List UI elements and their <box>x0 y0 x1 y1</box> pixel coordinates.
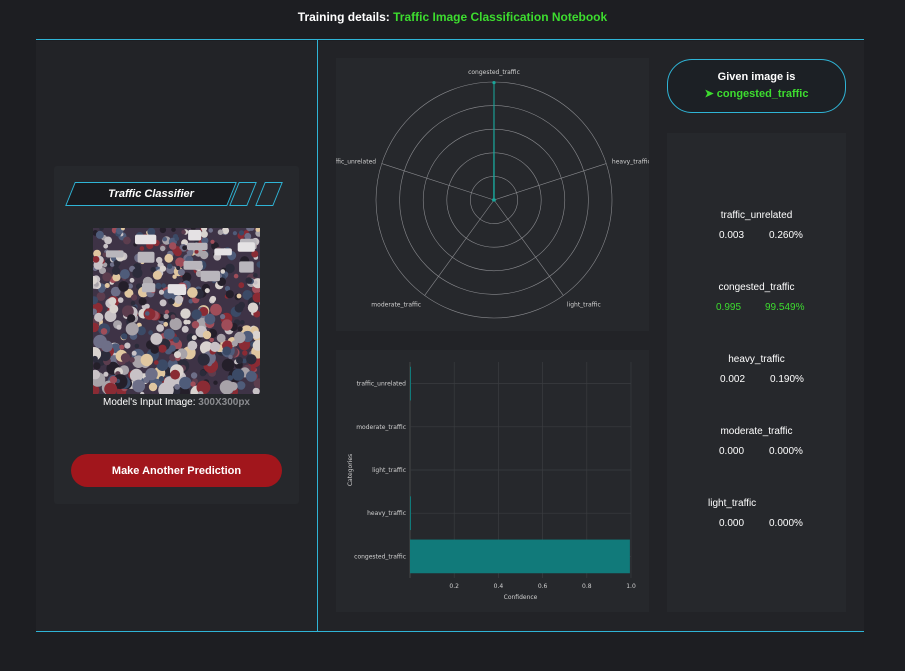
radar-spoke <box>493 163 607 201</box>
score-item: moderate_traffic 0.000 0.000% <box>667 426 846 457</box>
score-name: traffic_unrelated <box>720 210 793 221</box>
classifier-title-tag: Traffic Classifier <box>65 182 237 206</box>
classifier-card: Traffic Classifier Model's Input Image: … <box>54 166 299 504</box>
y-tick-label: traffic_unrelated <box>357 381 407 388</box>
score-name: congested_traffic <box>718 282 795 293</box>
result-label-line: ➤ congested_traffic <box>668 87 845 100</box>
x-tick-label: 1.0 <box>626 583 636 590</box>
y-axis-title: Categories <box>347 454 354 486</box>
score-percent: 0.000% <box>769 446 803 457</box>
result-heading: Given image is <box>717 71 796 83</box>
y-tick-label: light_traffic <box>372 467 406 474</box>
radar-spoke <box>381 163 495 201</box>
vertical-divider <box>317 40 318 632</box>
x-tick-label: 0.4 <box>494 583 504 590</box>
y-tick-label: congested_traffic <box>354 553 406 560</box>
input-label-text: Model's Input Image: <box>102 397 196 408</box>
header-prefix: Training details: <box>297 10 390 24</box>
bar <box>410 366 411 401</box>
score-name: heavy_traffic <box>728 354 785 365</box>
score-item: heavy_traffic 0.002 0.190% <box>667 354 846 385</box>
score-item: congested_traffic 0.995 99.549% <box>667 282 846 313</box>
page-header: Training details: Traffic Image Classifi… <box>0 10 905 24</box>
arrow-icon: ➤ <box>704 88 714 100</box>
radar-point <box>492 198 496 202</box>
bottom-divider <box>36 631 864 632</box>
score-percent: 0.190% <box>770 374 804 385</box>
traffic-input-image <box>93 228 260 394</box>
bar <box>410 496 411 531</box>
score-name: light_traffic <box>708 498 757 509</box>
x-tick-label: 0.2 <box>449 583 459 590</box>
radar-point <box>492 80 496 85</box>
prediction-result: Given image is ➤ congested_traffic <box>667 59 846 113</box>
x-axis-title: Confidence <box>504 594 538 601</box>
scores-panel: traffic_unrelated 0.003 0.260% congested… <box>667 133 846 612</box>
radar-axis-label: moderate_traffic <box>371 301 421 308</box>
bar-chart-panel: 0.2 0.4 0.6 0.8 1.0 traffic_unrelated moderate… <box>336 350 649 612</box>
score-prob: 0.000 <box>719 518 745 529</box>
y-tick-label: moderate_traffic <box>356 424 406 431</box>
score-percent: 0.000% <box>769 518 803 529</box>
radar-spoke <box>424 199 495 296</box>
input-size-text: 300X300px <box>198 397 250 408</box>
y-tick-label: heavy_traffic <box>367 510 406 517</box>
score-percent: 99.549% <box>765 302 805 313</box>
score-prob: 0.003 <box>719 230 745 241</box>
score-name: moderate_traffic <box>720 426 793 437</box>
radar-axis-label: heavy_traffic <box>612 159 649 166</box>
make-another-prediction-button[interactable]: Make Another Prediction <box>71 454 282 487</box>
score-item: light_traffic 0.000 0.000% <box>667 498 846 529</box>
radar-spoke <box>493 199 564 296</box>
radar-axis-label: traffic_unrelated <box>336 159 376 166</box>
score-prob: 0.995 <box>716 302 742 313</box>
x-tick-label: 0.6 <box>538 583 548 590</box>
top-divider <box>36 39 864 40</box>
notebook-link[interactable]: Traffic Image Classification Notebook <box>393 10 608 24</box>
bar-chart: 0.2 0.4 0.6 0.8 1.0 traffic_unrelated moderate… <box>347 362 636 601</box>
radar-series <box>493 82 495 201</box>
input-image-caption: Model's Input Image: 300X300px <box>54 397 299 408</box>
score-percent: 0.260% <box>769 230 803 241</box>
result-label: congested_traffic <box>716 88 809 100</box>
radar-chart-panel: congested_traffic heavy_traffic light_traf… <box>327 58 651 331</box>
classifier-title: Traffic Classifier <box>108 188 194 200</box>
radar-chart: congested_traffic heavy_traffic light_traf… <box>327 69 651 319</box>
radar-axis-label: light_traffic <box>567 301 601 308</box>
radar-axis-label: congested_traffic <box>468 69 520 76</box>
score-prob: 0.002 <box>720 374 746 385</box>
x-tick-label: 0.8 <box>582 583 592 590</box>
decorative-tag-box <box>255 182 283 206</box>
score-prob: 0.000 <box>719 446 745 457</box>
bar <box>410 539 630 574</box>
score-item: traffic_unrelated 0.003 0.260% <box>667 210 846 241</box>
